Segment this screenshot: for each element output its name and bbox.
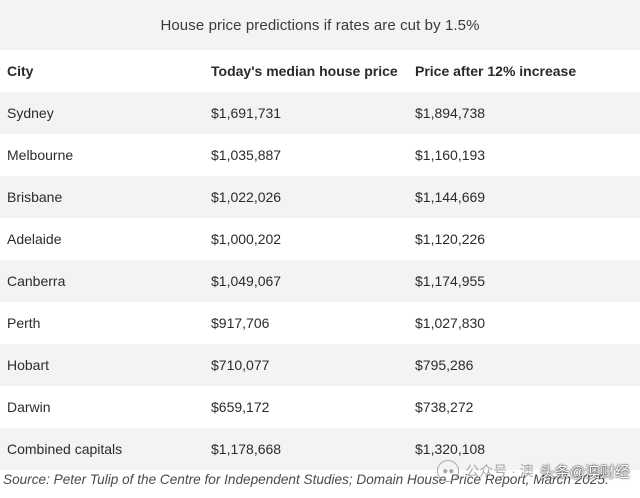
after-price-cell: $1,120,226 xyxy=(415,231,486,247)
price-table: City Today's median house price Price af… xyxy=(0,50,640,470)
today-price-cell: $1,049,067 xyxy=(211,273,282,289)
city-cell: Sydney xyxy=(7,105,54,121)
table-title: House price predictions if rates are cut… xyxy=(0,0,640,50)
table-row: Sydney $1,691,731 $1,894,738 xyxy=(0,92,640,134)
after-price-cell: $1,894,738 xyxy=(415,105,486,121)
after-price-cell: $1,160,193 xyxy=(415,147,486,163)
table-header-row: City Today's median house price Price af… xyxy=(0,50,640,92)
today-price-cell: $710,077 xyxy=(211,357,270,373)
after-price-cell: $1,027,830 xyxy=(415,315,486,331)
table-row: Hobart $710,077 $795,286 xyxy=(0,344,640,386)
city-cell: Adelaide xyxy=(7,231,62,247)
table-row: Brisbane $1,022,026 $1,144,669 xyxy=(0,176,640,218)
city-cell: Canberra xyxy=(7,273,66,289)
after-price-cell: $738,272 xyxy=(415,399,474,415)
today-price-cell: $1,022,026 xyxy=(211,189,282,205)
after-price-cell: $1,174,955 xyxy=(415,273,486,289)
city-cell: Darwin xyxy=(7,399,51,415)
today-price-cell: $659,172 xyxy=(211,399,270,415)
city-cell: Melbourne xyxy=(7,147,74,163)
table-row: Canberra $1,049,067 $1,174,955 xyxy=(0,260,640,302)
header-city: City xyxy=(7,63,34,79)
city-cell: Perth xyxy=(7,315,41,331)
table-row: Melbourne $1,035,887 $1,160,193 xyxy=(0,134,640,176)
today-price-cell: $1,178,668 xyxy=(211,441,282,457)
today-price-cell: $917,706 xyxy=(211,315,270,331)
city-cell: Combined capitals xyxy=(7,441,123,457)
watermark-handle: 头条@澳财经 xyxy=(539,463,630,481)
city-cell: Hobart xyxy=(7,357,50,373)
watermark: ●● 公众号 · 澳 头条@澳财经 xyxy=(437,460,630,482)
table-row: Darwin $659,172 $738,272 xyxy=(0,386,640,428)
city-cell: Brisbane xyxy=(7,189,63,205)
table-row: Adelaide $1,000,202 $1,120,226 xyxy=(0,218,640,260)
today-price-cell: $1,035,887 xyxy=(211,147,282,163)
table-row: Combined capitals $1,178,668 $1,320,108 xyxy=(0,428,640,470)
header-today-median: Today's median house price xyxy=(211,63,398,79)
watermark-label: 公众号 · 澳 xyxy=(465,463,534,479)
header-price-after: Price after 12% increase xyxy=(415,63,577,79)
wechat-icon: ●● xyxy=(437,460,460,482)
table-row: Perth $917,706 $1,027,830 xyxy=(0,302,640,344)
today-price-cell: $1,000,202 xyxy=(211,231,282,247)
today-price-cell: $1,691,731 xyxy=(211,105,282,121)
after-price-cell: $1,144,669 xyxy=(415,189,486,205)
after-price-cell: $795,286 xyxy=(415,357,474,373)
after-price-cell: $1,320,108 xyxy=(415,441,486,457)
